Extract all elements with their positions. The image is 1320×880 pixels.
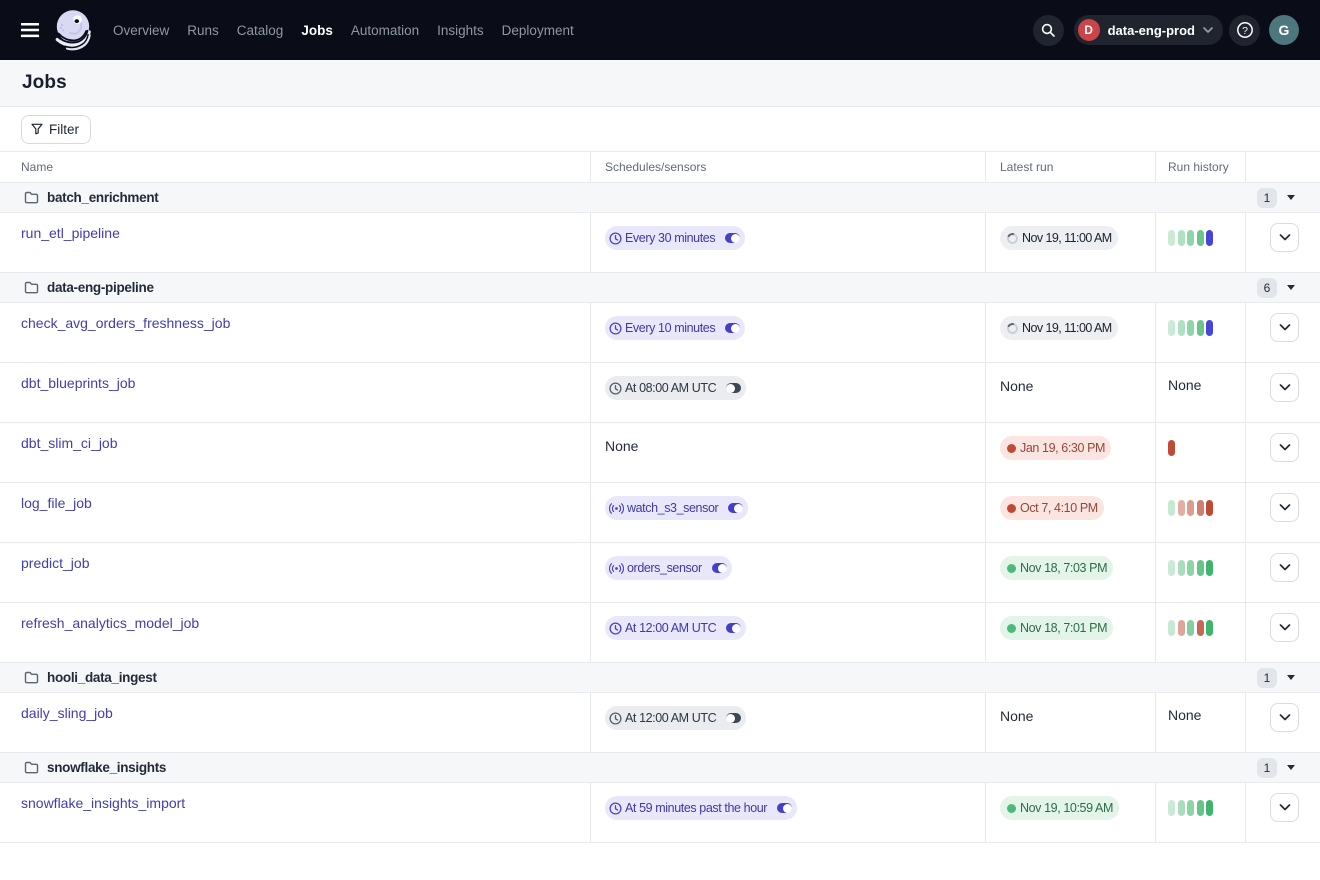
svg-text:?: ? [1242,25,1248,37]
